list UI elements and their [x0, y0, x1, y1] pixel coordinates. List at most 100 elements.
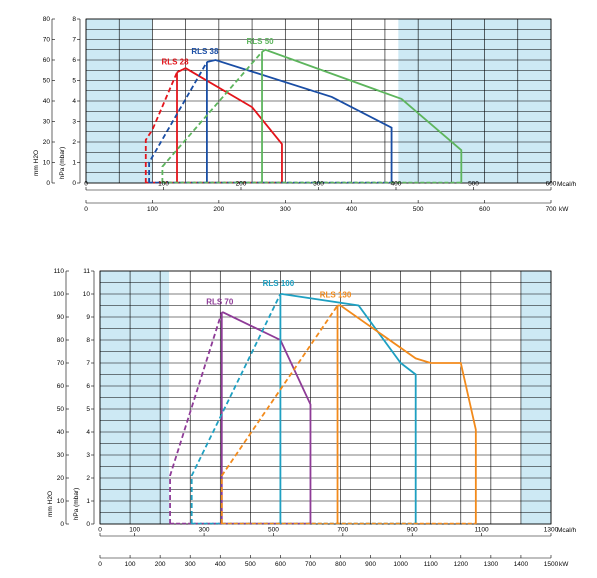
- tick-label-mmh2o: 10: [43, 160, 51, 167]
- tick-label-mbar: 3: [86, 452, 90, 459]
- tick-label-kw: 1500: [544, 561, 559, 568]
- ylabel-mmh2o: mm H2O: [47, 491, 54, 517]
- tick-label-mbar: 0: [86, 521, 90, 528]
- tick-label-mbar: 5: [72, 78, 76, 85]
- unit-label-mcal: Mcal/h: [557, 181, 577, 188]
- tick-label-mmh2o: 30: [43, 119, 51, 126]
- chart-1: mm H2O hPa (mbar): [33, 18, 552, 204]
- tick-label-mcal: 0: [98, 527, 102, 534]
- tick-label-mmh2o: 90: [57, 314, 65, 321]
- series-rls-130: [220, 304, 477, 525]
- tick-label-mbar: 0: [72, 180, 76, 187]
- tick-label-kw: 500: [245, 561, 256, 568]
- tick-label-mcal: 100: [158, 181, 169, 188]
- tick-label-kw: 1300: [484, 561, 499, 568]
- tick-label-kw: 300: [280, 206, 291, 213]
- series-rls-38: [148, 59, 393, 184]
- tick-label-kw: 0: [98, 561, 102, 568]
- tick-label-kw: 500: [413, 206, 424, 213]
- tick-label-mcal: 1100: [475, 527, 489, 534]
- series-solid-line: [176, 67, 283, 183]
- tick-label-mcal: 100: [129, 527, 140, 534]
- tick-label-mbar: 9: [86, 314, 90, 321]
- tick-label-kw: 600: [275, 561, 286, 568]
- tick-label-mmh2o: 30: [57, 452, 65, 459]
- series-solid-line: [261, 48, 463, 183]
- ylabel-mmh2o: mm H2O: [33, 150, 40, 176]
- tick-label-mmh2o: 20: [43, 139, 51, 146]
- tick-label-mcal: 700: [337, 527, 348, 534]
- tick-label-mmh2o: 0: [60, 521, 64, 528]
- tick-label-mmh2o: 0: [46, 180, 50, 187]
- tick-label-mbar: 7: [72, 37, 76, 44]
- unit-label-kw: kW: [559, 206, 569, 213]
- tick-label-mcal: 600: [546, 181, 557, 188]
- tick-label-kw: 1000: [393, 561, 408, 568]
- tick-label-mmh2o: 40: [57, 429, 65, 436]
- tick-label-mbar: 8: [86, 337, 90, 344]
- series-rls-50: [161, 48, 463, 184]
- tick-label-mmh2o: 70: [43, 37, 51, 44]
- tick-label-mcal: 500: [468, 181, 479, 188]
- ylabel-mbar: hPa (mbar): [73, 488, 80, 521]
- tick-label-kw: 100: [125, 561, 136, 568]
- series-solid-line: [280, 293, 417, 524]
- tick-label-mbar: 3: [72, 119, 76, 126]
- tick-label-kw: 200: [213, 206, 224, 213]
- tick-label-mbar: 2: [86, 475, 90, 482]
- series-label: RLS 130: [320, 291, 352, 300]
- series-label: RLS 38: [191, 47, 219, 56]
- tick-label-mbar: 11: [83, 268, 90, 275]
- tick-label-kw: 900: [365, 561, 376, 568]
- tick-label-mbar: 5: [86, 406, 90, 413]
- tick-label-mbar: 1: [72, 160, 76, 167]
- tick-label-mcal: 300: [199, 527, 210, 534]
- tick-label-mmh2o: 50: [57, 406, 65, 413]
- tick-label-mcal: 900: [407, 527, 418, 534]
- tick-label-mmh2o: 50: [43, 78, 51, 85]
- tick-label-kw: 1200: [454, 561, 469, 568]
- tick-label-kw: 700: [305, 561, 316, 568]
- tick-label-mbar: 6: [86, 383, 90, 390]
- tick-label-mmh2o: 60: [43, 57, 51, 64]
- tick-label-mmh2o: 20: [57, 475, 65, 482]
- tick-label-kw: 600: [479, 206, 490, 213]
- ylabel-mbar: hPa (mbar): [59, 147, 66, 180]
- tick-label-mmh2o: 100: [53, 291, 64, 298]
- tick-label-mcal: 200: [236, 181, 247, 188]
- tick-label-mmh2o: 80: [57, 337, 65, 344]
- tick-label-mbar: 1: [86, 498, 90, 505]
- series-dashed-line: [161, 51, 263, 183]
- tick-label-kw: 0: [84, 206, 88, 213]
- series-dashed-line: [148, 61, 208, 183]
- series-dashed-line: [190, 293, 282, 524]
- series-label: RLS 28: [161, 57, 189, 66]
- tick-label-kw: 800: [335, 561, 346, 568]
- tick-label-mbar: 4: [86, 429, 90, 436]
- chart-2: mm H2O hPa (mbar): [47, 270, 552, 559]
- series-solid-line: [337, 304, 477, 524]
- unit-label-kw: kW: [559, 561, 569, 568]
- tick-label-mbar: 4: [72, 98, 76, 105]
- tick-label-mbar: 6: [72, 57, 76, 64]
- tick-label-mmh2o: 10: [57, 498, 65, 505]
- tick-label-kw: 1400: [514, 561, 529, 568]
- tick-label-mbar: 2: [72, 139, 76, 146]
- unit-label-mcal: Mcal/h: [557, 527, 577, 534]
- tick-label-mcal: 400: [391, 181, 402, 188]
- series-dashed-line: [169, 312, 223, 524]
- tick-label-kw: 300: [185, 561, 196, 568]
- tick-label-kw: 400: [215, 561, 226, 568]
- tick-label-kw: 1100: [424, 561, 438, 568]
- tick-label-kw: 200: [155, 561, 166, 568]
- tick-label-mcal: 300: [313, 181, 324, 188]
- series-dashed-line: [144, 71, 178, 183]
- tick-label-mcal: 0: [84, 181, 88, 188]
- series-solid-line: [206, 59, 393, 183]
- tick-label-mmh2o: 40: [43, 98, 51, 105]
- tick-label-mbar: 10: [83, 291, 91, 298]
- tick-label-mbar: 7: [86, 360, 90, 367]
- tick-label-mmh2o: 110: [54, 268, 65, 275]
- tick-label-mcal: 1300: [544, 527, 559, 534]
